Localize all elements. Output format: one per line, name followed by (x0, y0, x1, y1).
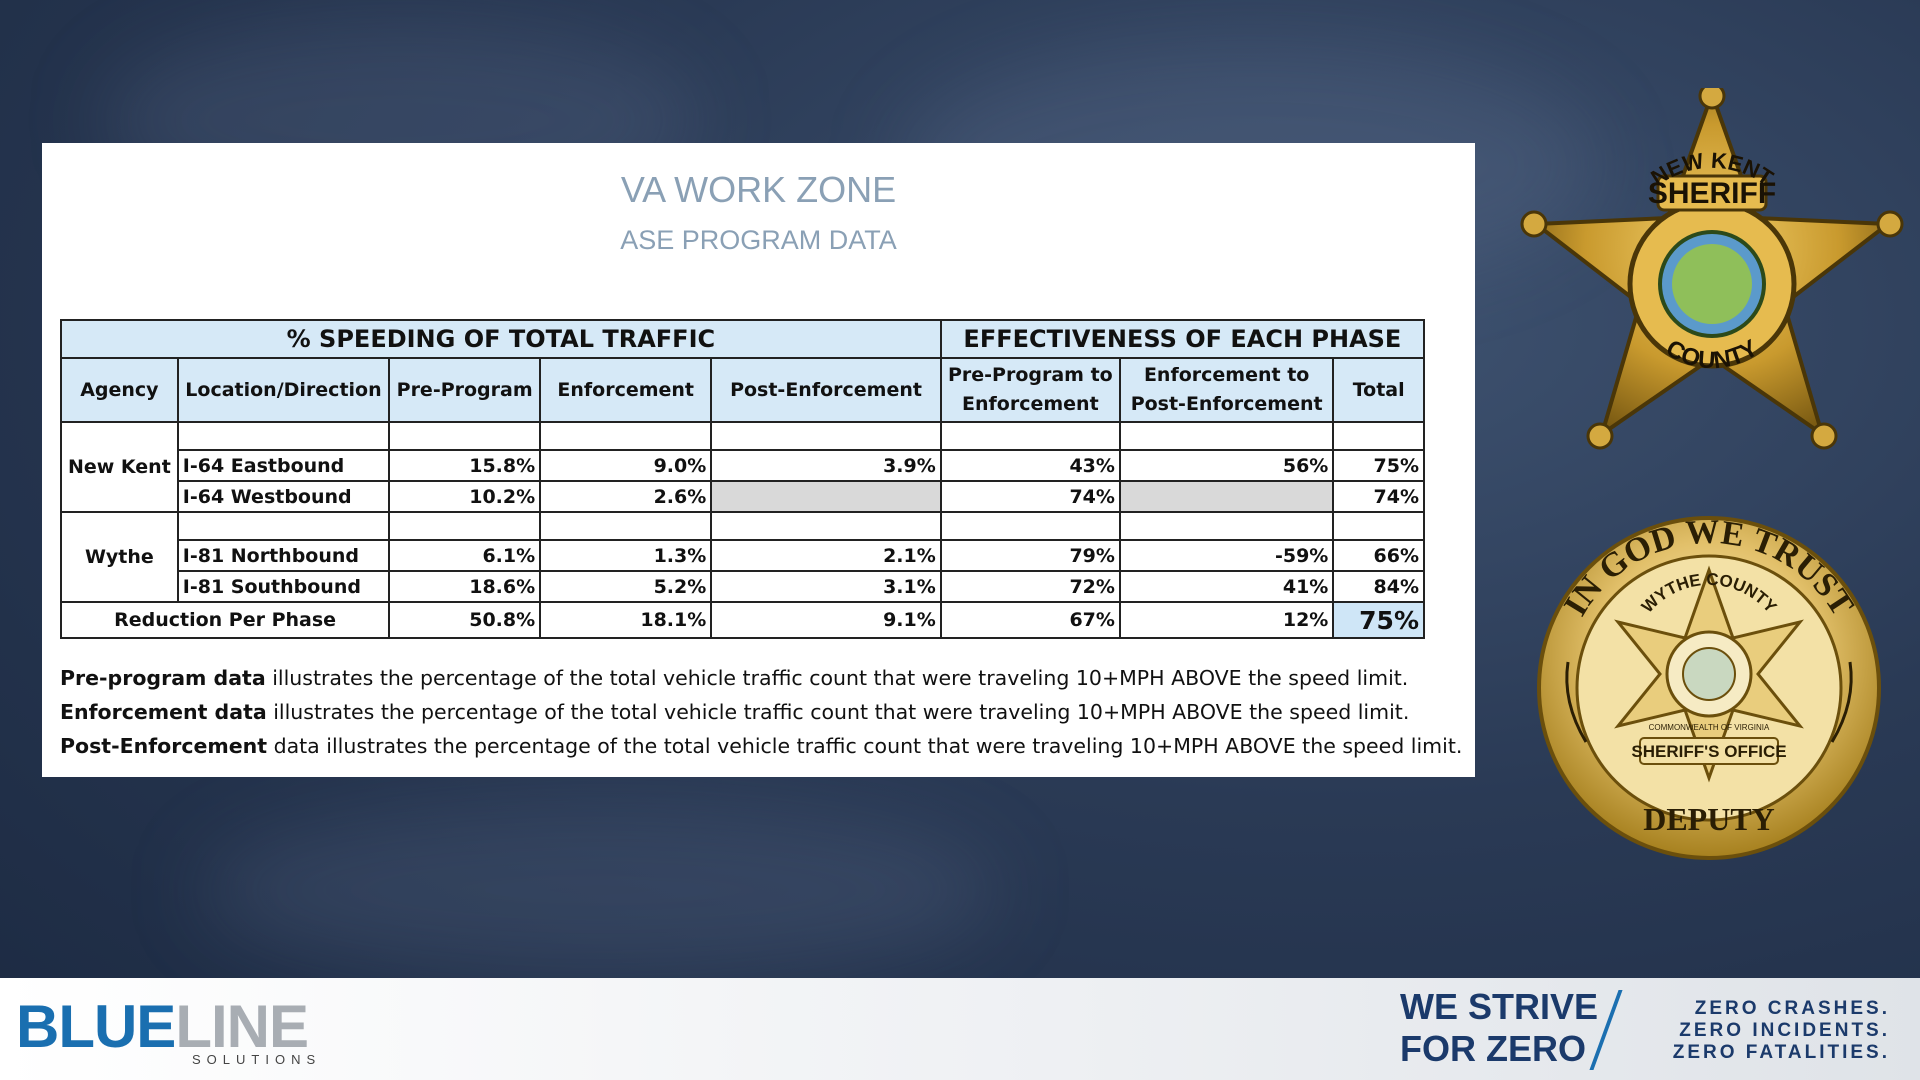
reduction-total: 75% (1332, 601, 1425, 639)
col-header-pre-program: Pre-Program (388, 357, 542, 423)
post-cell: 3.1% (710, 570, 942, 603)
enf-cell: 9.0% (539, 449, 713, 482)
pre-cell: 18.6% (388, 570, 542, 603)
agency-cell: Wythe (60, 511, 179, 603)
enf-post-cell: -59% (1118, 539, 1335, 572)
badge2-bottom-text: DEPUTY (1643, 801, 1775, 837)
data-panel: VA WORK ZONE ASE PROGRAM DATA % SPEEDING… (42, 143, 1475, 777)
page-subtitle: ASE PROGRAM DATA (620, 225, 897, 255)
total-cell: 66% (1332, 539, 1425, 572)
pre-enf-cell: 79% (939, 539, 1121, 572)
note-line: Pre-program data illustrates the percent… (60, 666, 1409, 690)
col-header-pre-to-enf: Pre-Program to Enforcement (939, 357, 1121, 423)
enf-cell: 5.2% (539, 570, 713, 603)
table-row: Wythe (60, 511, 1425, 603)
blueline-logo: BLUELINE (16, 993, 309, 1060)
footer-bar: BLUELINE SOLUTIONS WE STRIVE FOR ZERO ZE… (0, 978, 1920, 1080)
enf-post-cell-empty (1118, 480, 1335, 513)
total-cell: 75% (1332, 449, 1425, 482)
badge1-top-text: SHERIFF (1648, 177, 1776, 210)
reduction-pre-enf: 67% (939, 601, 1121, 639)
reduction-post: 9.1% (710, 601, 942, 639)
group-header-speeding: % SPEEDING OF TOTAL TRAFFIC (60, 319, 942, 359)
group-header-effectiveness: EFFECTIVENESS OF EACH PHASE (939, 319, 1426, 359)
table-row: I-64 Westbound 10.2% 2.6% 74% 74% (61, 480, 1425, 513)
post-cell: 2.1% (710, 539, 942, 572)
pre-enf-cell: 74% (939, 480, 1121, 513)
col-header-agency: Agency (60, 357, 179, 423)
col-header-post-enforcement: Post-Enforcement (710, 357, 942, 423)
new-kent-sheriff-badge: SHERIFF NEW KENT COUNTY (1520, 88, 1904, 450)
note-line: Enforcement data illustrates the percent… (60, 700, 1410, 724)
pre-cell: 10.2% (388, 480, 542, 513)
table-row: I-64 Eastbound 15.8% 9.0% 3.9% 43% 56% 7… (61, 449, 1425, 482)
speeding-table: % SPEEDING OF TOTAL TRAFFIC EFFECTIVENES… (59, 319, 1426, 639)
col-header-location: Location/Direction (176, 357, 391, 423)
bg-cloud (200, 800, 1000, 980)
badge2-banner-text: SHERIFF'S OFFICE (1631, 742, 1786, 761)
reduction-label: Reduction Per Phase (59, 601, 391, 639)
notes: Pre-program data illustrates the percent… (60, 661, 1462, 763)
pre-enf-cell: 72% (939, 570, 1121, 603)
agency-cell: New Kent (60, 421, 179, 513)
pre-cell: 15.8% (388, 449, 542, 482)
location-cell: I-64 Eastbound (176, 449, 391, 482)
enf-post-cell: 56% (1118, 449, 1335, 482)
table-row: I-81 Northbound 6.1% 1.3% 2.1% 79% -59% … (61, 539, 1425, 572)
pre-cell: 6.1% (388, 539, 542, 572)
enf-post-cell: 41% (1118, 570, 1335, 603)
location-cell: I-81 Northbound (176, 539, 391, 572)
post-cell-empty (710, 480, 942, 513)
note-line: Post-Enforcement data illustrates the pe… (60, 734, 1463, 758)
reduction-enf-post: 12% (1118, 601, 1335, 639)
col-header-total: Total (1332, 357, 1425, 423)
reduction-enf: 18.1% (539, 601, 713, 639)
table-row: New Kent (60, 421, 1425, 513)
post-cell: 3.9% (710, 449, 942, 482)
zero-goals: ZERO CRASHES. ZERO INCIDENTS. ZERO FATAL… (1672, 998, 1890, 1063)
reduction-pre: 50.8% (388, 601, 542, 639)
reduction-row: Reduction Per Phase 50.8% 18.1% 9.1% 67%… (59, 601, 1425, 639)
enf-cell: 1.3% (539, 539, 713, 572)
strive-slogan: WE STRIVE FOR ZERO (1400, 986, 1599, 1069)
page-title: VA WORK ZONE (620, 169, 897, 210)
col-header-enf-to-post: Enforcement to Post-Enforcement (1118, 357, 1335, 423)
pre-enf-cell: 43% (939, 449, 1121, 482)
total-cell: 74% (1332, 480, 1425, 513)
location-cell: I-64 Westbound (176, 480, 391, 513)
total-cell: 84% (1332, 570, 1425, 603)
wythe-deputy-badge: IN GOD WE TRUST WYTHE COUNTY COMMONWEALT… (1537, 513, 1881, 860)
badge2-inner-text: COMMONWEALTH OF VIRGINIA (1649, 723, 1770, 732)
logo-subtitle: SOLUTIONS (192, 1052, 322, 1067)
location-cell: I-81 Southbound (176, 570, 391, 603)
enf-cell: 2.6% (539, 480, 713, 513)
col-header-enforcement: Enforcement (539, 357, 713, 423)
table-row: I-81 Southbound 18.6% 5.2% 3.1% 72% 41% … (61, 570, 1425, 603)
